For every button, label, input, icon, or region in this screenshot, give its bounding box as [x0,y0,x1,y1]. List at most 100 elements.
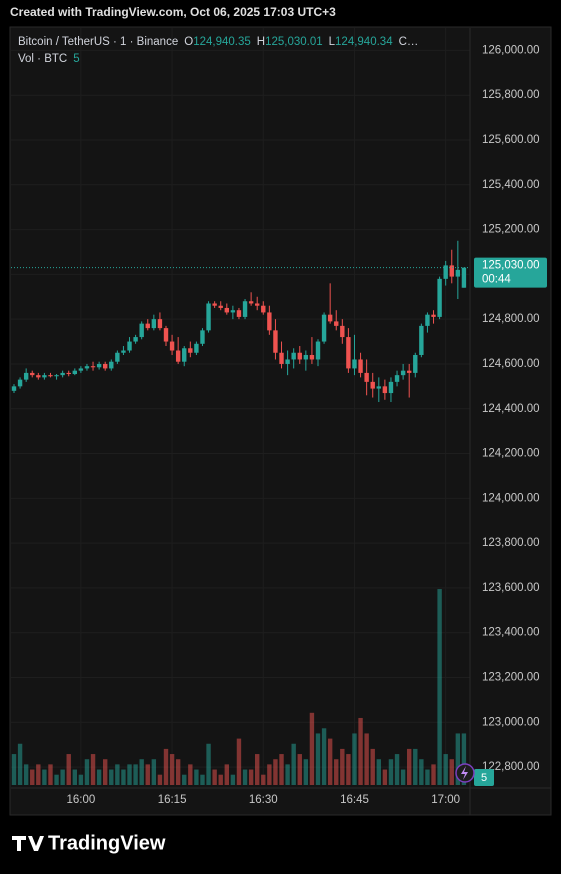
volume-bar [139,759,144,785]
volume-bar [358,717,363,785]
candle-body [425,314,430,326]
volume-bar [431,764,436,785]
candle-body [413,354,418,373]
volume-bar [388,759,394,785]
candle-body [133,337,138,342]
legend-item: 124,940.35 [193,36,251,48]
y-tick-label: 125,200.00 [482,224,540,236]
brand-logo: TradingView [12,832,166,854]
volume-legend: Vol · BTC 5 [18,53,80,65]
volume-bar [78,774,84,785]
candle-body [157,319,163,329]
candle-body [188,348,193,353]
y-tick-label: 123,000.00 [482,716,540,728]
candle-body [48,375,53,377]
candle-body [236,310,242,317]
volume-bar [66,754,71,785]
volume-bar [218,774,223,785]
candle-body [206,303,211,331]
volume-bar [437,589,442,785]
candle-body [84,366,90,369]
volume-bar [327,738,333,785]
candle-body [224,307,229,313]
volume-bar [334,759,339,785]
volume-bar [352,733,357,785]
candle-body [109,361,114,369]
volume-bar [212,769,217,785]
volume-bar [248,769,254,785]
x-tick-label: 17:00 [431,794,460,806]
volume-bar [315,733,321,785]
candle-body [455,269,461,277]
candle-body [54,375,59,377]
candle-body [334,321,339,326]
candle-body [267,312,272,331]
candle-body [145,323,150,329]
candle-body [419,325,424,355]
y-tick-label: 123,200.00 [482,672,540,684]
candle-body [175,350,181,362]
volume-bar [175,759,181,785]
volume-bar [449,759,454,785]
volume-bar [17,743,23,785]
volume-bar [419,759,424,785]
candle-body [388,381,394,394]
candle-body [103,363,108,369]
volume-bar [297,754,302,785]
legend-item: 125,030.01 [265,36,323,48]
volume-bar [115,764,120,785]
candle-body [218,305,223,308]
y-tick-label: 126,000.00 [482,44,540,56]
candle-body [36,375,41,378]
volume-bar [188,764,193,785]
candle-body [431,314,436,317]
candle-body [376,386,381,389]
volume-bar [303,759,309,785]
y-tick-label: 124,000.00 [482,492,540,504]
volume-bar [60,769,65,785]
volume-bar [242,769,248,785]
volume-legend-value: 5 [73,53,79,65]
volume-bar [309,712,315,785]
volume-bar [400,769,406,785]
volume-badge [474,769,494,786]
chart-panel [9,26,552,816]
x-tick-label: 16:45 [340,794,369,806]
volume-bar [407,748,412,785]
volume-bar [425,769,430,785]
volume-bar [346,754,351,785]
candle-body [139,323,144,338]
last-price-label: 125,030.00 [482,260,540,272]
candle-body [248,301,254,304]
volume-bar [23,764,29,785]
candle-body [194,343,199,353]
candle-body [261,305,266,313]
x-tick-label: 16:30 [249,794,278,806]
volume-bar [461,733,467,785]
candle-body [449,265,454,277]
volume-bar [200,774,205,785]
volume-bar [127,764,132,785]
candle-body [127,341,132,351]
volume-bar [279,754,284,785]
volume-bar [443,754,448,785]
legend-item: 124,940.34 [335,36,393,48]
volume-bar [145,764,150,785]
volume-bar [376,759,381,785]
candle-body [30,372,35,376]
volume-bar [291,743,296,785]
candle-body [72,370,77,375]
legend-item: C… [399,36,419,48]
candle-body [437,278,442,317]
watermark: Created with TradingView.com, Oct 06, 20… [10,5,336,19]
event-icon-bolt [461,766,468,780]
candle-body [321,314,327,342]
volume-bar [109,769,114,785]
candle-body [461,267,467,288]
candle-body [151,319,157,329]
volume-bar [48,764,53,785]
candle-body [382,386,388,394]
y-tick-label: 125,600.00 [482,134,540,146]
candle-body [182,348,187,362]
candle-body [212,303,217,306]
